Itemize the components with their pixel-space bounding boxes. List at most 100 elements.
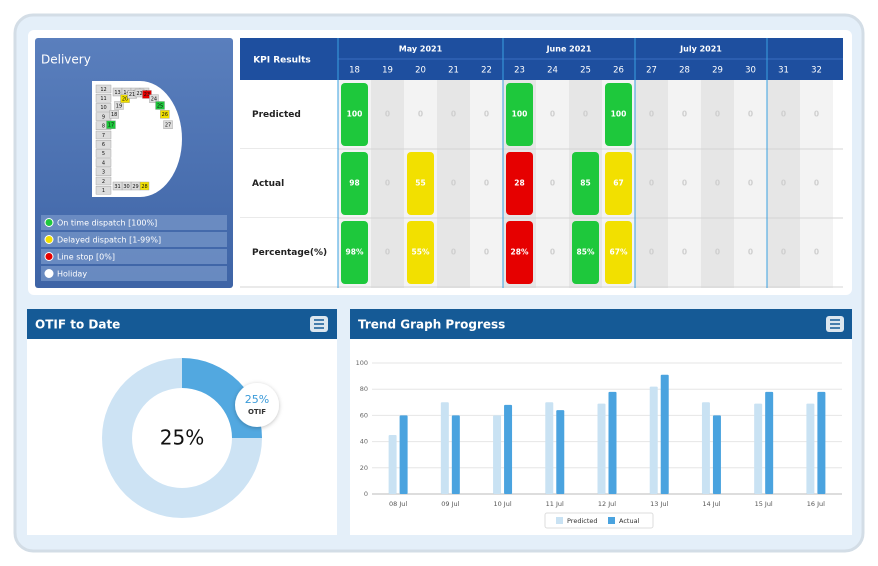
day-label: 19 [116,103,122,109]
status-cell [407,221,434,284]
delivery-title: Delivery [41,53,91,67]
legend-swatch [556,517,563,524]
cell-value: 85 [580,179,590,188]
month-label: June 2021 [546,45,592,54]
day-cell [95,103,112,112]
bar [712,415,721,494]
cell-value: 0 [715,179,720,188]
bar [608,391,617,494]
cell-value: 0 [682,179,687,188]
row-label-cell [240,149,338,218]
day-cell [95,139,112,149]
cell-value: 0 [550,110,555,119]
cell-value: 0 [418,110,423,119]
day-label: 25 [157,103,163,109]
week-label: 20 [415,66,426,76]
cell-value: 0 [682,248,687,257]
donut-center-label: 25% [160,426,204,450]
day-cell [95,158,112,167]
day-label: 18 [111,112,117,118]
legend-label: On time dispatch [100%] [57,219,157,228]
day-label: 21 [129,92,135,98]
cell-value: 0 [814,248,819,257]
day-label: 9 [102,114,105,120]
week-label: 18 [349,66,360,76]
legend-label: Line stop [0%] [57,253,115,262]
y-tick-label: 60 [360,411,368,419]
status-cell [572,221,599,284]
legend-dot [44,269,54,278]
bar [451,415,460,494]
day-label: 23 [144,92,150,98]
cell-value: 55 [415,179,425,188]
day-label: 7 [102,133,105,139]
day-label: 28 [141,184,147,190]
x-tick-label: 10 Jul [493,500,511,508]
day-label: 31 [114,184,120,190]
cell-value: 0 [748,248,753,257]
cell-value: 0 [781,110,786,119]
bar [649,386,658,494]
legend-row [41,232,227,247]
y-tick-label: 40 [360,438,368,446]
day-label: 8 [102,124,105,130]
bar [765,391,774,494]
week-label: 21 [448,66,459,76]
y-tick-label: 100 [356,359,368,367]
week-label: 19 [382,66,393,76]
bar [660,374,669,494]
day-cell [114,101,124,110]
status-cell [605,152,632,215]
day-label: 5 [102,151,105,157]
week-column [767,80,800,288]
cell-value: 0 [484,248,489,257]
donut-segment [102,358,262,518]
cell-value: 0 [814,110,819,119]
day-label: 24 [151,96,157,102]
cell-value: 0 [649,110,654,119]
cell-value: 0 [385,248,390,257]
cell-value: 100 [512,110,528,119]
week-label: 23 [514,66,525,76]
week-column [734,80,767,288]
status-cell [572,152,599,215]
cell-value: 67% [610,248,628,257]
row-label-cell [240,80,338,149]
cell-value: 0 [781,179,786,188]
cell-value: 67 [613,179,623,188]
week-label: 29 [712,66,723,76]
week-column [668,80,701,288]
d-shape [92,81,182,197]
y-tick-label: 20 [360,464,368,472]
callout-label: OTIF [248,408,266,416]
otif-title: OTIF to Date [35,318,120,332]
day-cell [95,130,112,140]
x-tick-label: 08 Jul [389,500,407,508]
day-cell [95,185,112,195]
week-column [470,80,503,288]
legend-dot [44,218,54,227]
bar [754,403,763,494]
menu-icon[interactable] [826,316,844,332]
day-cell [109,110,119,119]
day-cell [149,94,159,103]
row-label: Actual [252,179,284,189]
day-label: 11 [100,96,106,102]
cell-value: 0 [484,110,489,119]
legend-label: Delayed dispatch [1-99%] [57,236,161,245]
cell-value: 0 [715,110,720,119]
legend-label: Holiday [57,270,87,279]
day-label: 20 [122,96,128,102]
status-cell [341,83,368,146]
cell-value: 98% [346,248,364,257]
day-cell [160,110,170,119]
day-label: 6 [102,142,105,148]
day-label: 14 [123,90,129,96]
day-cell [155,101,165,110]
menu-icon[interactable] [310,316,328,332]
day-label: 30 [123,184,129,190]
x-tick-label: 16 Jul [807,500,825,508]
legend-label: Predicted [567,517,598,525]
status-cell [506,152,533,215]
day-label: 1 [102,188,105,194]
